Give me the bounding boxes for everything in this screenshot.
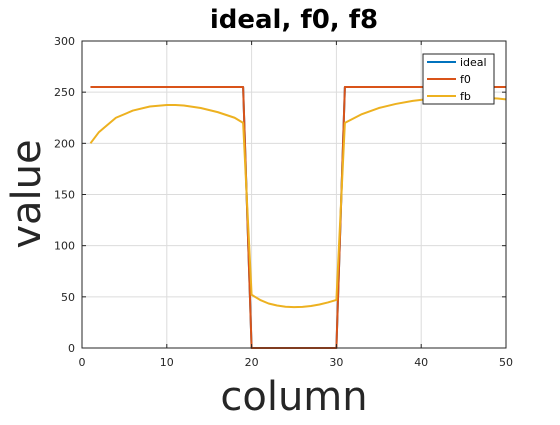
- tick-layer: 0 10 20 30 40 50 0 50 100 150 200 250 300: [54, 35, 513, 369]
- y-tick-label: 250: [54, 86, 75, 99]
- x-axis-label: column: [220, 374, 367, 420]
- y-tick-label: 300: [54, 35, 75, 48]
- y-tick-label: 0: [68, 342, 75, 355]
- series-line-ideal: [90, 86, 506, 349]
- x-tick-label: 0: [79, 356, 86, 369]
- legend-label-fb: fb: [460, 90, 471, 103]
- x-tick-label: 30: [329, 356, 343, 369]
- legend-label-ideal: ideal: [460, 56, 487, 69]
- y-axis-label: value: [4, 139, 50, 248]
- x-tick-label: 10: [160, 356, 174, 369]
- x-tick-label: 50: [499, 356, 513, 369]
- series-line-f0: [90, 86, 506, 349]
- chart-title: ideal, f0, f8: [210, 5, 378, 35]
- x-tick-label: 40: [414, 356, 428, 369]
- series-line-fb: [89, 96, 507, 309]
- y-tick-label: 150: [54, 189, 75, 202]
- legend-label-f0: f0: [460, 73, 471, 86]
- series-layer: [89, 86, 507, 349]
- x-tick-label: 20: [245, 356, 259, 369]
- legend: ideal f0 fb: [422, 53, 495, 105]
- y-tick-label: 200: [54, 137, 75, 150]
- y-tick-label: 100: [54, 240, 75, 253]
- y-tick-label: 50: [61, 291, 75, 304]
